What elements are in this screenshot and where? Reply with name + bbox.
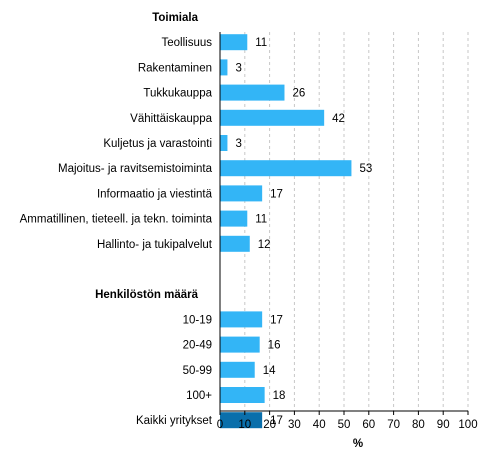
- data-label: 12: [258, 239, 271, 251]
- category-label: Tukkukauppa: [143, 88, 212, 100]
- bar: [220, 160, 352, 177]
- x-tick-label: 50: [338, 419, 351, 431]
- data-label: 53: [359, 163, 372, 175]
- data-label: 26: [292, 88, 305, 100]
- category-label: Informaatio ja viestintä: [97, 188, 213, 200]
- x-tick-label: 0: [217, 419, 223, 431]
- category-label: Vähittäiskauppa: [130, 113, 212, 125]
- data-label: 14: [263, 365, 276, 377]
- bar: [220, 336, 260, 353]
- category-label: Rakentaminen: [138, 62, 212, 74]
- data-label: 11: [255, 37, 267, 49]
- bar: [220, 135, 228, 151]
- data-label: 17: [270, 314, 283, 326]
- group-title: Henkilöstön määrä: [95, 289, 198, 301]
- x-tick-label: 100: [458, 419, 477, 431]
- category-label: Kaikki yritykset: [136, 415, 213, 427]
- data-label: 17: [270, 188, 283, 200]
- x-tick-label: 90: [437, 419, 450, 431]
- bar: [220, 235, 250, 252]
- bar: [220, 109, 325, 126]
- x-tick-label: 10: [238, 419, 251, 431]
- category-label: 50-99: [183, 365, 212, 377]
- bar: [220, 185, 263, 202]
- bar: [220, 387, 265, 403]
- data-label: 17: [270, 415, 283, 427]
- category-label: Teollisuus: [162, 37, 213, 49]
- data-label: 16: [268, 340, 281, 352]
- data-label: 3: [235, 62, 241, 74]
- bar: [220, 210, 248, 227]
- x-tick-label: 70: [387, 419, 400, 431]
- data-label: 18: [273, 390, 286, 402]
- data-label: 3: [235, 138, 241, 150]
- x-tick-label: 30: [288, 419, 301, 431]
- category-label: 10-19: [183, 314, 212, 326]
- category-label: Kuljetus ja varastointi: [103, 138, 212, 150]
- category-label: 100+: [186, 390, 212, 402]
- category-label: Majoitus- ja ravitsemistoiminta: [58, 163, 213, 175]
- data-label: 11: [255, 214, 267, 226]
- category-label: Hallinto- ja tukipalvelut: [97, 239, 213, 251]
- bar: [220, 311, 263, 328]
- category-label: Ammatillinen, tieteell. ja tekn. toimint…: [20, 214, 213, 226]
- x-tick-label: 80: [412, 419, 425, 431]
- group-title: Toimiala: [152, 12, 198, 24]
- category-label: 20-49: [183, 340, 212, 352]
- bar: [220, 34, 248, 51]
- data-label: 42: [332, 113, 345, 125]
- bar: [220, 84, 285, 101]
- bar: [220, 59, 228, 76]
- bar: [220, 412, 263, 429]
- x-tick-label: 60: [362, 419, 375, 431]
- bar: [220, 361, 255, 378]
- x-tick-label: 40: [313, 419, 326, 431]
- x-tick-label: 20: [263, 419, 276, 431]
- x-axis-title: %: [353, 438, 363, 450]
